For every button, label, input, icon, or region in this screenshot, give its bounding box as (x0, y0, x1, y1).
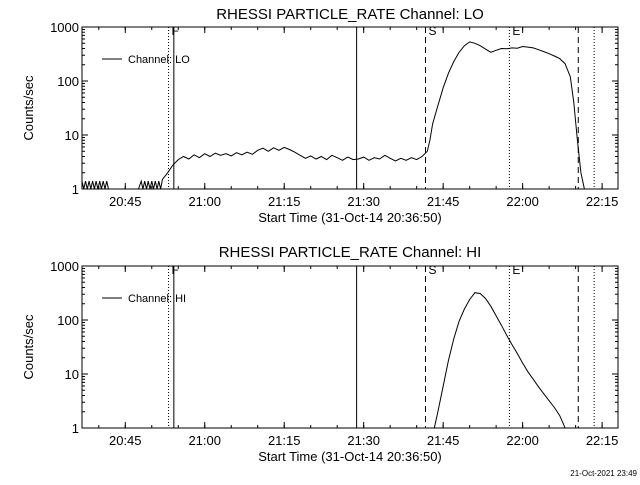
plot-frame (81, 265, 619, 429)
chart-panel-0: RHESSI PARTICLE_RATE Channel: LO F S E 20:45… (21, 6, 619, 225)
x-tick-label: 21:00 (188, 194, 221, 209)
x-tick-label: 20:45 (109, 194, 142, 209)
marker-label: E (512, 24, 520, 38)
chart-title: RHESSI PARTICLE_RATE Channel: HI (219, 244, 482, 261)
x-tick-label: 21:15 (268, 194, 301, 209)
y-axis-label: Counts/sec (21, 75, 36, 141)
footer-timestamp: 21-Oct-2021 23:49 (570, 469, 637, 478)
chart-panel-1: RHESSI PARTICLE_RATE Channel: HI F S E 20:45… (21, 244, 619, 464)
y-tick-label: 100 (57, 74, 79, 89)
chart-title: RHESSI PARTICLE_RATE Channel: LO (216, 6, 484, 23)
x-tick-label: 21:15 (268, 433, 301, 448)
x-axis-label: Start Time (31-Oct-14 20:36:50) (258, 210, 442, 225)
y-axis-label: Counts/sec (21, 314, 36, 380)
x-tick-label: 22:15 (586, 433, 619, 448)
y-tick-label: 1 (72, 421, 79, 436)
y-tick-label: 100 (57, 313, 79, 328)
x-axis-label: Start Time (31-Oct-14 20:36:50) (258, 449, 442, 464)
x-tick-label: 21:30 (347, 433, 380, 448)
marker-label: E (512, 263, 520, 277)
y-tick-label: 1000 (50, 259, 79, 274)
legend-label: Channel: HI (128, 293, 186, 305)
y-tick-label: 10 (65, 367, 79, 382)
marker-label: F (172, 24, 179, 38)
x-tick-label: 22:00 (506, 194, 539, 209)
y-tick-label: 1 (72, 182, 79, 197)
x-tick-label: 21:45 (427, 433, 460, 448)
legend-label: Channel: LO (128, 54, 190, 66)
x-tick-label: 21:00 (188, 433, 221, 448)
y-tick-label: 1000 (50, 20, 79, 35)
y-tick-label: 10 (65, 128, 79, 143)
x-tick-label: 21:30 (347, 194, 380, 209)
x-tick-label: 22:15 (586, 194, 619, 209)
plot-frame (81, 26, 619, 190)
x-tick-label: 20:45 (109, 433, 142, 448)
series-line (433, 292, 566, 429)
marker-label: F (172, 263, 179, 277)
series-line (81, 41, 585, 190)
x-tick-label: 21:45 (427, 194, 460, 209)
x-tick-label: 22:00 (506, 433, 539, 448)
marker-label: S (428, 24, 436, 38)
marker-label: S (428, 263, 436, 277)
